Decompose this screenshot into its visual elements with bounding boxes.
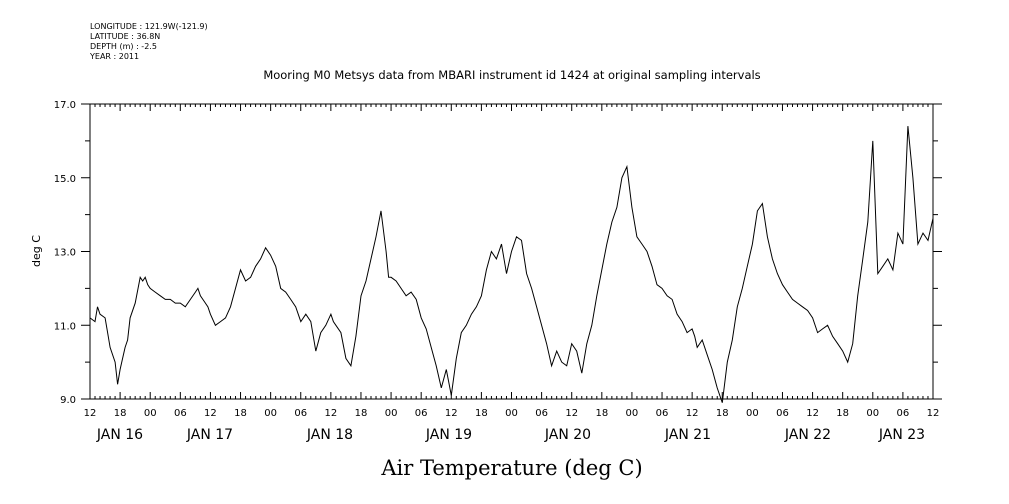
x-tick-label: 06	[776, 408, 789, 419]
day-label: JAN 22	[784, 427, 831, 443]
x-tick-label: 12	[565, 408, 578, 419]
x-tick-label: 18	[836, 408, 849, 419]
y-tick-label: 15.0	[54, 174, 76, 185]
x-tick-label: 18	[234, 408, 247, 419]
x-tick-label: 00	[866, 408, 879, 419]
x-tick-label: 06	[656, 408, 669, 419]
x-tick-label: 18	[475, 408, 488, 419]
plot-frame	[89, 103, 934, 400]
x-tick-label: 18	[595, 408, 608, 419]
metadata-depth: DEPTH (m) : -2.5	[90, 42, 157, 51]
y-tick-label: 9.0	[60, 395, 76, 406]
day-label: JAN 19	[425, 427, 472, 443]
day-label: JAN 21	[664, 427, 711, 443]
series-line-air-temperature	[89, 126, 934, 403]
x-tick-label: 12	[324, 408, 337, 419]
y-tick-label: 11.0	[54, 321, 76, 332]
day-label: JAN 17	[186, 427, 233, 443]
metadata-block: LONGITUDE : 121.9W(-121.9) LATITUDE : 36…	[89, 22, 208, 61]
metadata-year: YEAR : 2011	[89, 52, 139, 61]
x-tick-label: 00	[264, 408, 277, 419]
x-tick-label: 06	[294, 408, 307, 419]
y-axis-label: deg C	[30, 235, 43, 267]
day-label: JAN 16	[96, 427, 143, 443]
x-tick-label: 00	[144, 408, 157, 419]
x-tick-label: 06	[174, 408, 187, 419]
x-tick-label: 12	[445, 408, 458, 419]
metadata-longitude: LONGITUDE : 121.9W(-121.9)	[90, 22, 208, 31]
day-label: JAN 18	[306, 427, 353, 443]
x-tick-label: 06	[897, 408, 910, 419]
chart-title: Mooring M0 Metsys data from MBARI instru…	[263, 68, 760, 82]
x-tick-label: 12	[204, 408, 217, 419]
x-tick-label: 12	[806, 408, 819, 419]
x-tick-label: 18	[355, 408, 368, 419]
day-label: JAN 23	[878, 427, 925, 443]
x-tick-label: 12	[686, 408, 699, 419]
metadata-latitude: LATITUDE : 36.8N	[90, 32, 160, 41]
x-tick-label: 00	[626, 408, 639, 419]
x-tick-label: 12	[927, 408, 940, 419]
x-tick-label: 18	[114, 408, 127, 419]
x-tick-label: 06	[535, 408, 548, 419]
axis-labels: 9.0 11.0 13.0 15.0 17.0 12 18 00 06 12 18 00 06 12 18 0…	[54, 100, 940, 443]
x-tick-label: 00	[385, 408, 398, 419]
y-tick-label: 13.0	[54, 248, 76, 259]
x-tick-label: 18	[716, 408, 729, 419]
x-tick-label: 00	[746, 408, 759, 419]
x-axis-title: Air Temperature (deg C)	[380, 456, 642, 480]
x-tick-label: 12	[84, 408, 97, 419]
day-label: JAN 20	[544, 427, 591, 443]
x-tick-label: 00	[505, 408, 518, 419]
x-tick-label: 06	[415, 408, 428, 419]
y-tick-label: 17.0	[54, 100, 76, 111]
